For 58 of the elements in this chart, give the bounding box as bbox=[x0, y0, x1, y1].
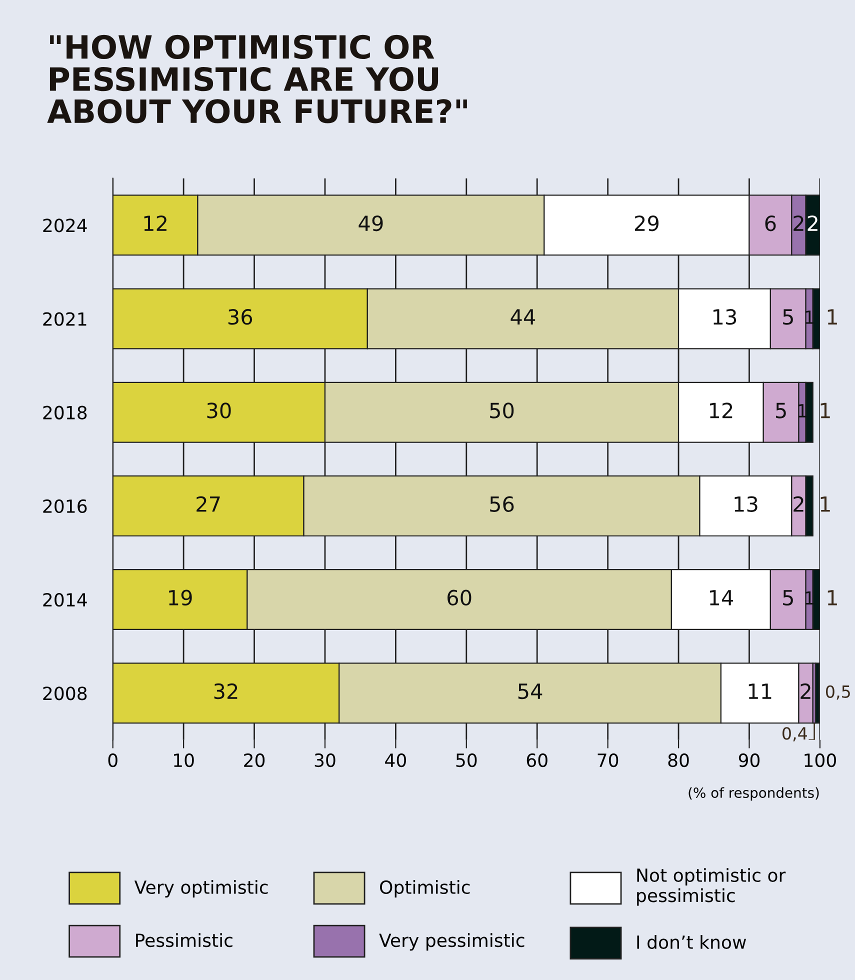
data-label: 54 bbox=[518, 684, 542, 700]
data-label: 2 bbox=[808, 215, 818, 231]
data-label: 5 bbox=[776, 402, 786, 418]
data-label: 1 bbox=[828, 590, 837, 606]
data-label: 32 bbox=[214, 683, 238, 700]
data-label: 5 bbox=[783, 309, 793, 325]
x-tick-label: 10 bbox=[174, 753, 194, 768]
data-label: 1 bbox=[820, 496, 830, 512]
data-label: 1 bbox=[820, 402, 830, 418]
data-label: 49 bbox=[358, 215, 383, 232]
data-label: 11 bbox=[748, 684, 772, 699]
data-label: 12 bbox=[144, 215, 166, 231]
x-tick-label: 0 bbox=[108, 753, 118, 768]
y-tick-label: 2016 bbox=[43, 499, 87, 514]
legend-label: Optimistic bbox=[380, 880, 470, 898]
data-label: 5 bbox=[783, 590, 793, 606]
data-label: 2 bbox=[794, 215, 804, 231]
y-tick-label: 2024 bbox=[43, 218, 87, 232]
data-label: 14 bbox=[710, 590, 734, 606]
x-tick-label: 40 bbox=[385, 753, 406, 768]
x-tick-label: 70 bbox=[598, 753, 618, 768]
x-tick-label: 20 bbox=[244, 753, 265, 768]
y-tick-label: 2008 bbox=[43, 686, 87, 700]
data-label: 19 bbox=[169, 590, 192, 606]
chart-title: "HOW OPTIMISTIC OR PESSIMISTIC ARE YOU ABOUT YOUR FUTURE?" bbox=[47, 34, 467, 124]
data-label: 60 bbox=[448, 590, 472, 606]
x-tick-label: 60 bbox=[526, 753, 548, 768]
data-label: 30 bbox=[207, 402, 231, 418]
data-label: 0,5 bbox=[826, 685, 850, 700]
data-label: 0,4 bbox=[782, 727, 807, 742]
bar bbox=[815, 662, 820, 724]
x-axis-title: (% of respondents) bbox=[688, 787, 819, 801]
data-label: 29 bbox=[634, 215, 658, 232]
legend-label: Very pessimistic bbox=[379, 933, 524, 951]
data-label: 2 bbox=[794, 496, 804, 512]
y-tick-label: 2014 bbox=[43, 592, 87, 607]
data-label: 12 bbox=[710, 402, 732, 418]
data-label: 2 bbox=[800, 683, 810, 699]
x-tick-label: 80 bbox=[668, 753, 689, 768]
data-label: 27 bbox=[196, 496, 220, 512]
data-label: 6 bbox=[765, 215, 776, 232]
data-label: 50 bbox=[490, 402, 514, 418]
legend-label: Pessimistic bbox=[136, 933, 232, 948]
x-tick-label: 50 bbox=[456, 753, 477, 768]
data-label: 13 bbox=[714, 309, 736, 325]
data-label: 56 bbox=[490, 496, 514, 512]
y-tick-label: 2021 bbox=[43, 312, 86, 326]
legend-label: I don’t know bbox=[637, 935, 746, 949]
x-tick-label: 30 bbox=[314, 753, 336, 768]
x-tick-label: 90 bbox=[738, 753, 760, 768]
data-label: 13 bbox=[734, 496, 758, 512]
x-tick-label: 100 bbox=[804, 753, 836, 768]
y-tick-label: 2018 bbox=[43, 406, 87, 420]
data-label: 1 bbox=[828, 309, 837, 324]
data-label: 36 bbox=[228, 309, 252, 325]
legend-label: Very optimistic bbox=[134, 880, 268, 898]
legend-label: Not optimistic or pessimistic bbox=[637, 868, 786, 906]
data-label: 44 bbox=[510, 309, 536, 324]
